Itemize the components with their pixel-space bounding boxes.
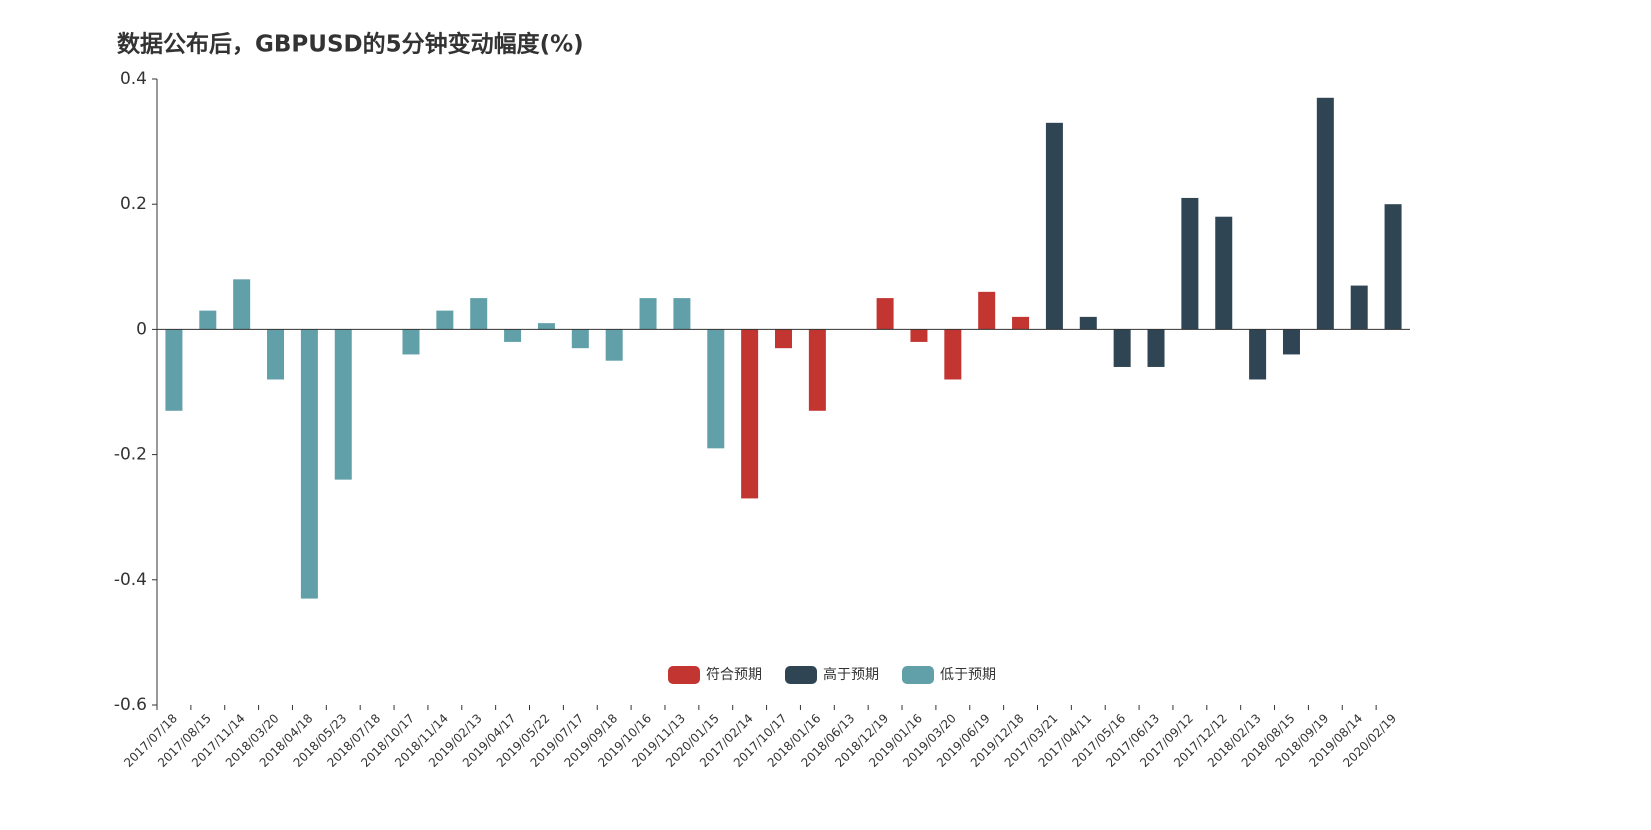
bar (1147, 329, 1165, 367)
bar (267, 329, 285, 380)
bar (402, 329, 420, 355)
bar (1113, 329, 1131, 367)
bar (1384, 204, 1402, 330)
bar (707, 329, 725, 449)
bar (436, 310, 454, 330)
bar (944, 329, 962, 380)
bar (300, 329, 318, 599)
y-tick-label: -0.2 (114, 445, 147, 465)
bar (673, 298, 691, 330)
chart-title: 数据公布后，GBPUSD的5分钟变动幅度(%) (117, 31, 584, 58)
bar (1249, 329, 1267, 380)
bar (1079, 316, 1097, 330)
bar (1012, 316, 1030, 330)
bar (775, 329, 792, 349)
bar (165, 329, 183, 411)
bar (571, 329, 589, 349)
bar (876, 298, 894, 330)
legend-label: 低于预期 (940, 667, 996, 683)
bar (470, 298, 488, 330)
bar (1282, 329, 1300, 355)
y-tick-label: 0 (136, 319, 147, 339)
bar (605, 329, 623, 361)
bar (1045, 122, 1063, 330)
bar (334, 329, 352, 480)
legend-label: 符合预期 (706, 667, 762, 683)
bar (1181, 197, 1199, 330)
y-tick-label: -0.4 (114, 570, 147, 590)
bar (504, 329, 522, 342)
legend-label: 高于预期 (823, 666, 879, 683)
bar (1316, 97, 1334, 330)
legend-swatch (668, 666, 700, 684)
bar (233, 279, 251, 330)
bar (537, 323, 555, 330)
bar (910, 329, 928, 342)
y-tick-label: 0.2 (120, 194, 147, 214)
legend-swatch (785, 666, 817, 684)
bar (741, 329, 759, 499)
bar (1215, 216, 1233, 330)
bar (199, 310, 217, 330)
y-tick-label: -0.6 (114, 695, 147, 715)
legend-swatch (902, 666, 934, 684)
bar (1350, 285, 1368, 330)
bar (808, 329, 826, 411)
bar (978, 291, 996, 330)
bar (639, 298, 657, 330)
y-tick-label: 0.4 (120, 69, 147, 89)
